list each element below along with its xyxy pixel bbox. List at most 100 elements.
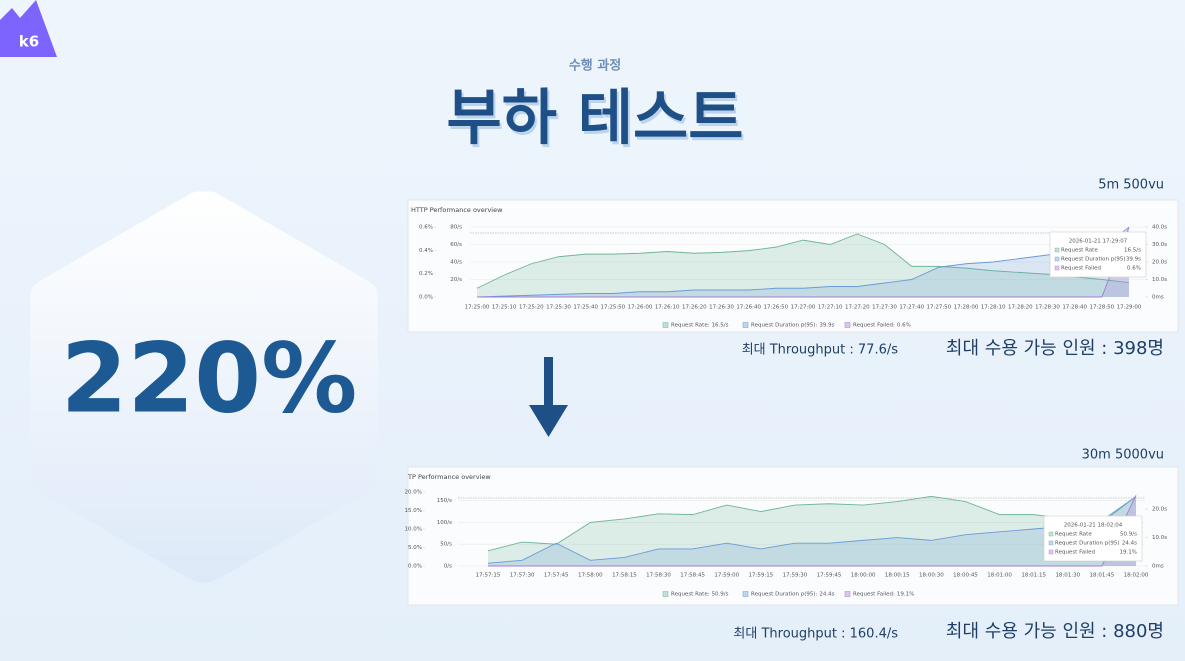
x-tick-label: 18:00:45 bbox=[953, 573, 978, 579]
y-tick-label: 100/s bbox=[437, 520, 452, 526]
x-tick-label: 18:02:00 bbox=[1124, 573, 1149, 579]
legend-swatch bbox=[742, 591, 749, 597]
series-line bbox=[477, 226, 1130, 298]
x-tick-label: 17:26:00 bbox=[628, 305, 653, 311]
tooltip-name: Request Duration p(95) bbox=[1061, 257, 1126, 263]
tooltip-swatch bbox=[1054, 247, 1060, 253]
tooltip bbox=[1043, 515, 1143, 562]
x-tick-label: 17:27:10 bbox=[818, 305, 843, 311]
x-tick-label: 17:26:20 bbox=[682, 305, 707, 311]
x-tick-label: 17:58:45 bbox=[680, 573, 705, 579]
series-line bbox=[476, 233, 1130, 289]
y2-tick-label: 20.0s bbox=[1152, 260, 1167, 266]
y3-tick-label: 5.0% bbox=[408, 545, 422, 551]
legend-value: 50.9/s bbox=[712, 592, 729, 598]
x-tick-label: 17:28:00 bbox=[954, 305, 979, 311]
tooltip-value: 19.1% bbox=[1120, 550, 1137, 556]
x-tick-label: 17:26:40 bbox=[736, 305, 761, 311]
y3-tick-label: 20.0% bbox=[405, 490, 422, 496]
chart-title: TP Performance overview bbox=[407, 473, 491, 481]
series-line bbox=[487, 496, 1137, 564]
y-tick-label: 60/s bbox=[450, 242, 462, 248]
legend-label: Request Rate: bbox=[671, 592, 710, 598]
legend-value: 0.6% bbox=[897, 323, 911, 329]
arrow-head bbox=[529, 405, 568, 437]
x-tick-label: 18:00:00 bbox=[851, 573, 876, 579]
tooltip-name: Request Failed bbox=[1061, 266, 1101, 272]
subtitle: 수행 과정 bbox=[569, 58, 621, 74]
y-tick-label: 20/s bbox=[450, 277, 462, 283]
series-area bbox=[477, 227, 1129, 297]
x-tick-label: 17:27:50 bbox=[926, 305, 951, 311]
y3-tick-label: 0.2% bbox=[419, 271, 433, 277]
series-line bbox=[487, 495, 1137, 552]
x-tick-label: 17:25:10 bbox=[492, 305, 517, 311]
legend-value: 16.5/s bbox=[712, 323, 729, 329]
y-tick-label: 80/s bbox=[450, 225, 462, 231]
x-tick-label: 17:27:20 bbox=[845, 305, 870, 311]
y2-tick-label: 40.0s bbox=[1152, 225, 1167, 231]
x-tick-label: 17:58:15 bbox=[612, 573, 637, 579]
tooltip-time: 2026-01-21 18:02:04 bbox=[1064, 523, 1123, 529]
logo-text: k6 bbox=[19, 33, 39, 51]
throughput: 최대 Throughput : 77.6/s bbox=[742, 343, 899, 358]
x-tick-label: 17:25:50 bbox=[600, 305, 625, 311]
x-tick-label: 17:25:40 bbox=[573, 305, 598, 311]
capacity: 최대 수용 가능 인원 : 398명 bbox=[946, 338, 1164, 359]
x-tick-label: 17:25:30 bbox=[546, 305, 571, 311]
tooltip-swatch bbox=[1048, 549, 1054, 555]
y2-tick-label: 0ms bbox=[1152, 295, 1164, 301]
y3-tick-label: 0.0% bbox=[408, 564, 422, 570]
x-tick-label: 17:59:00 bbox=[714, 573, 739, 579]
series-area bbox=[488, 496, 1136, 566]
x-tick-label: 17:28:50 bbox=[1089, 305, 1114, 311]
x-tick-label: 18:00:15 bbox=[885, 573, 910, 579]
chart-panel bbox=[407, 199, 1179, 333]
improvement: 220% bbox=[61, 322, 358, 434]
y3-tick-label: 0.6% bbox=[419, 225, 433, 231]
y-tick-label: 50/s bbox=[440, 542, 452, 548]
tooltip-swatch bbox=[1054, 256, 1060, 262]
y2-tick-label: 0ms bbox=[1152, 564, 1164, 570]
legend-label: Request Failed: bbox=[853, 592, 895, 598]
legend-swatch bbox=[662, 322, 669, 328]
legend-swatch bbox=[742, 322, 749, 328]
legend-label: Request Rate: bbox=[671, 323, 710, 329]
legend-swatch bbox=[662, 591, 669, 597]
legend-label: Request Failed: bbox=[853, 323, 895, 329]
x-tick-label: 18:01:45 bbox=[1090, 573, 1115, 579]
logo-shape bbox=[0, 0, 57, 57]
y2-tick-label: 10.0s bbox=[1152, 277, 1167, 283]
x-tick-label: 17:58:30 bbox=[646, 573, 671, 579]
x-tick-label: 17:26:50 bbox=[763, 305, 788, 311]
tooltip-time: 2026-01-21 17:29:07 bbox=[1069, 239, 1128, 245]
x-tick-label: 18:00:30 bbox=[919, 573, 944, 579]
x-tick-label: 17:59:30 bbox=[783, 573, 808, 579]
x-tick-label: 17:25:20 bbox=[519, 305, 544, 311]
y3-tick-label: 15.0% bbox=[405, 508, 422, 514]
y2-tick-label: 30.0s bbox=[1152, 242, 1167, 248]
tooltip-name: Request Duration p(95) bbox=[1055, 541, 1120, 547]
legend-label: Request Duration p(95): bbox=[751, 323, 818, 329]
legend-label: Request Duration p(95): bbox=[751, 592, 818, 598]
x-tick-label: 17:57:15 bbox=[476, 573, 501, 579]
scenario-label: 30m 5000vu bbox=[1082, 448, 1164, 463]
series-area bbox=[477, 234, 1129, 297]
x-tick-label: 18:01:00 bbox=[987, 573, 1012, 579]
x-tick-label: 17:28:20 bbox=[1008, 305, 1033, 311]
title-shadow: 부하 테스트 bbox=[449, 87, 746, 157]
tooltip-swatch bbox=[1048, 540, 1054, 546]
throughput: 최대 Throughput : 160.4/s bbox=[733, 627, 898, 642]
x-tick-label: 17:59:45 bbox=[817, 573, 842, 579]
x-tick-label: 17:25:00 bbox=[465, 305, 490, 311]
tooltip-value: 39.9s bbox=[1126, 257, 1141, 263]
x-tick-label: 17:59:15 bbox=[748, 573, 773, 579]
arrow-shaft bbox=[544, 357, 553, 409]
x-tick-label: 17:58:00 bbox=[578, 573, 603, 579]
chart-title: HTTP Performance overview bbox=[411, 206, 503, 214]
x-tick-label: 17:28:30 bbox=[1035, 305, 1060, 311]
hexagon bbox=[30, 191, 378, 583]
legend-value: 24.4s bbox=[819, 592, 834, 598]
x-tick-label: 17:27:40 bbox=[899, 305, 924, 311]
